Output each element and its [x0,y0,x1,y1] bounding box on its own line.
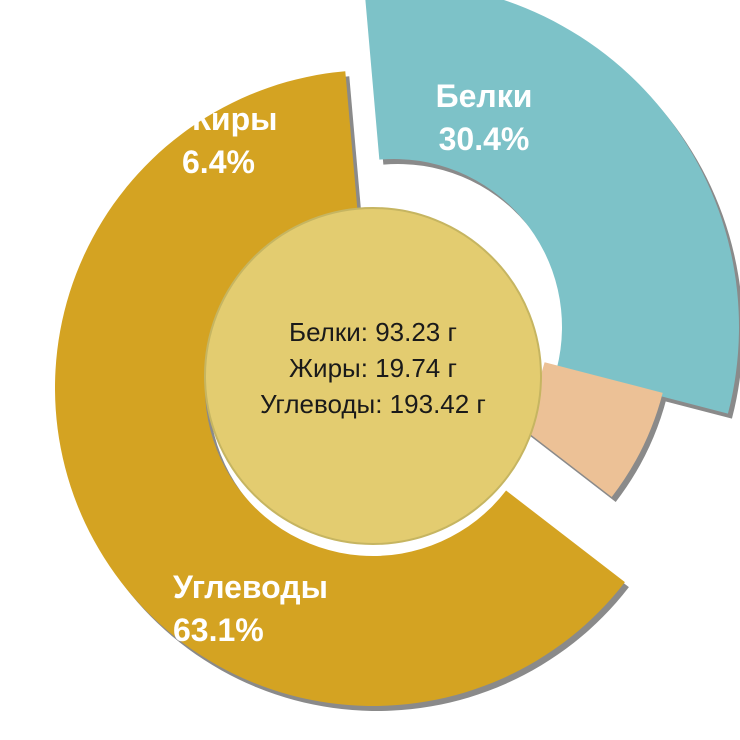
slices [54,0,739,706]
center-line-fat: Жиры: 19.74 г [289,353,457,383]
center-line-carbs: Углеводы: 193.42 г [260,389,486,419]
slice-percent-protein: 30.4% [439,121,530,157]
center-summary-circle [204,207,542,545]
slice-name-carbs: Углеводы [173,569,328,605]
slice-protein [365,0,739,414]
slice-percent-carbs: 63.1% [173,612,264,648]
slice-fat [515,362,663,497]
center-line-protein: Белки: 93.23 г [289,317,457,347]
slice-carbs [54,71,625,706]
slice-name-fat: Жиры [181,101,277,137]
slice-percent-fat: 6.4% [182,144,255,180]
slice-name-protein: Белки [436,78,533,114]
slice-labels: Белки 30.4% Жиры 6.4% Углеводы 63.1% [173,78,532,648]
